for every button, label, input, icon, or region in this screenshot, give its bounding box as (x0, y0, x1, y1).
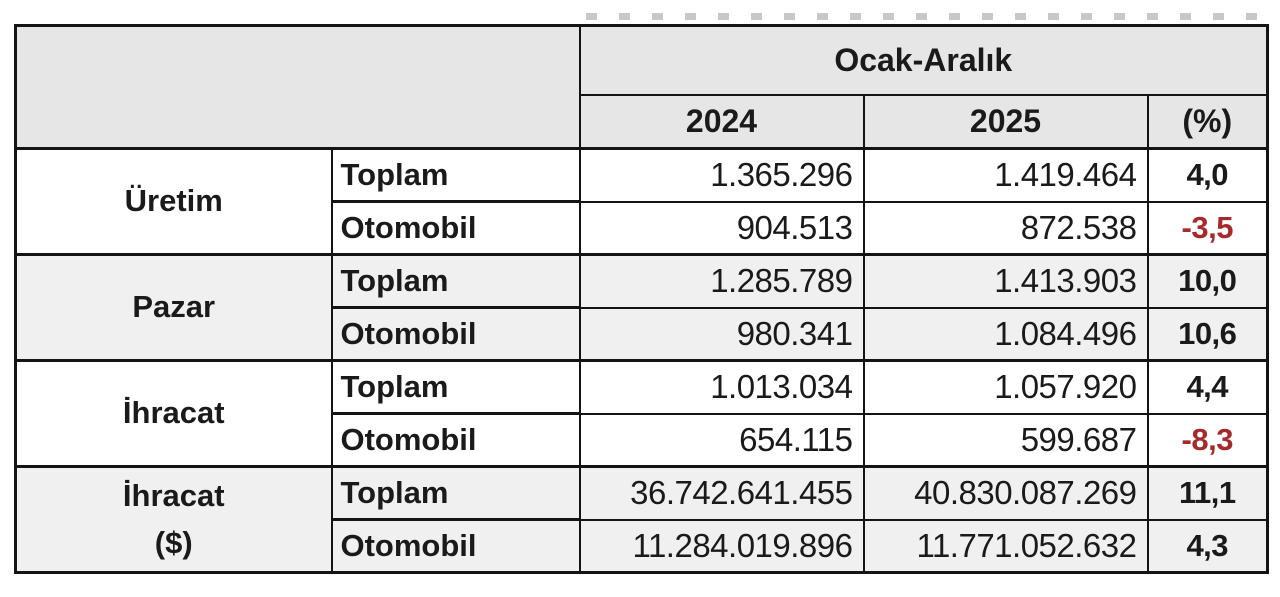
corner-cell (14, 24, 581, 150)
table-row: Otomobil 654.115 599.687 -8,3 (16, 412, 1269, 468)
row-label: Toplam (330, 253, 581, 309)
row-label: Toplam (330, 359, 581, 415)
pct-change: 4,4 (1146, 359, 1269, 415)
value-2024: 1.365.296 (578, 147, 865, 203)
section-ihracat-dolar: İhracat ($) Toplam 36.742.641.455 40.830… (14, 465, 1269, 574)
table-header: Ocak-Aralık 2024 2025 (%) (14, 24, 1269, 150)
value-2025: 1.413.903 (862, 253, 1149, 309)
value-2024: 36.742.641.455 (578, 465, 865, 521)
section-label: Üretim (14, 147, 333, 256)
table-row: Üretim Toplam 1.365.296 1.419.464 4,0 (14, 147, 1269, 256)
summary-table: Ocak-Aralık 2024 2025 (%) Üretim Toplam … (14, 24, 1269, 574)
value-2025: 11.771.052.632 (862, 518, 1149, 574)
section-ihracat: İhracat Toplam 1.013.034 1.057.920 4,4 O… (14, 359, 1269, 468)
period-header: Ocak-Aralık (578, 24, 1269, 96)
row-label: Toplam (330, 465, 581, 521)
value-2024: 980.341 (578, 306, 865, 362)
section-uretim: Üretim Toplam 1.365.296 1.419.464 4,0 Ot… (14, 147, 1269, 256)
table-row: Pazar Toplam 1.285.789 1.413.903 10,0 (14, 253, 1269, 362)
value-2024: 11.284.019.896 (578, 518, 865, 574)
pct-change: 11,1 (1146, 465, 1269, 521)
row-label: Otomobil (330, 412, 581, 468)
value-2025: 872.538 (862, 200, 1149, 256)
value-2025: 1.419.464 (862, 147, 1149, 203)
year-2025-header: 2025 (862, 93, 1149, 150)
table-row: Otomobil 980.341 1.084.496 10,6 (16, 306, 1269, 362)
pct-change: -8,3 (1146, 412, 1269, 468)
section-pazar: Pazar Toplam 1.285.789 1.413.903 10,0 Ot… (14, 253, 1269, 362)
table-row: İhracat ($) Toplam 36.742.641.455 40.830… (14, 465, 1269, 574)
value-2024: 1.285.789 (578, 253, 865, 309)
pct-change: -3,5 (1146, 200, 1269, 256)
table-row: İhracat Toplam 1.013.034 1.057.920 4,4 (14, 359, 1269, 468)
value-2024: 654.115 (578, 412, 865, 468)
value-2024: 904.513 (578, 200, 865, 256)
pct-change: 10,0 (1146, 253, 1269, 309)
table-row: Otomobil 11.284.019.896 11.771.052.632 4… (16, 518, 1269, 574)
pct-change: 4,0 (1146, 147, 1269, 203)
section-label: İhracat (14, 359, 333, 468)
row-label: Otomobil (330, 200, 581, 256)
value-2025: 40.830.087.269 (862, 465, 1149, 521)
row-label: Otomobil (330, 518, 581, 574)
row-label: Otomobil (330, 306, 581, 362)
value-2025: 1.084.496 (862, 306, 1149, 362)
pct-change: 10,6 (1146, 306, 1269, 362)
table-row: Otomobil 904.513 872.538 -3,5 (16, 200, 1269, 256)
cropped-dashed-row (586, 13, 1262, 20)
row-label: Toplam (330, 147, 581, 203)
value-2024: 1.013.034 (578, 359, 865, 415)
percent-header: (%) (1146, 93, 1269, 150)
section-label: Pazar (14, 253, 333, 362)
pct-change: 4,3 (1146, 518, 1269, 574)
value-2025: 599.687 (862, 412, 1149, 468)
value-2025: 1.057.920 (862, 359, 1149, 415)
section-label: İhracat ($) (14, 465, 333, 574)
year-2024-header: 2024 (578, 93, 865, 150)
